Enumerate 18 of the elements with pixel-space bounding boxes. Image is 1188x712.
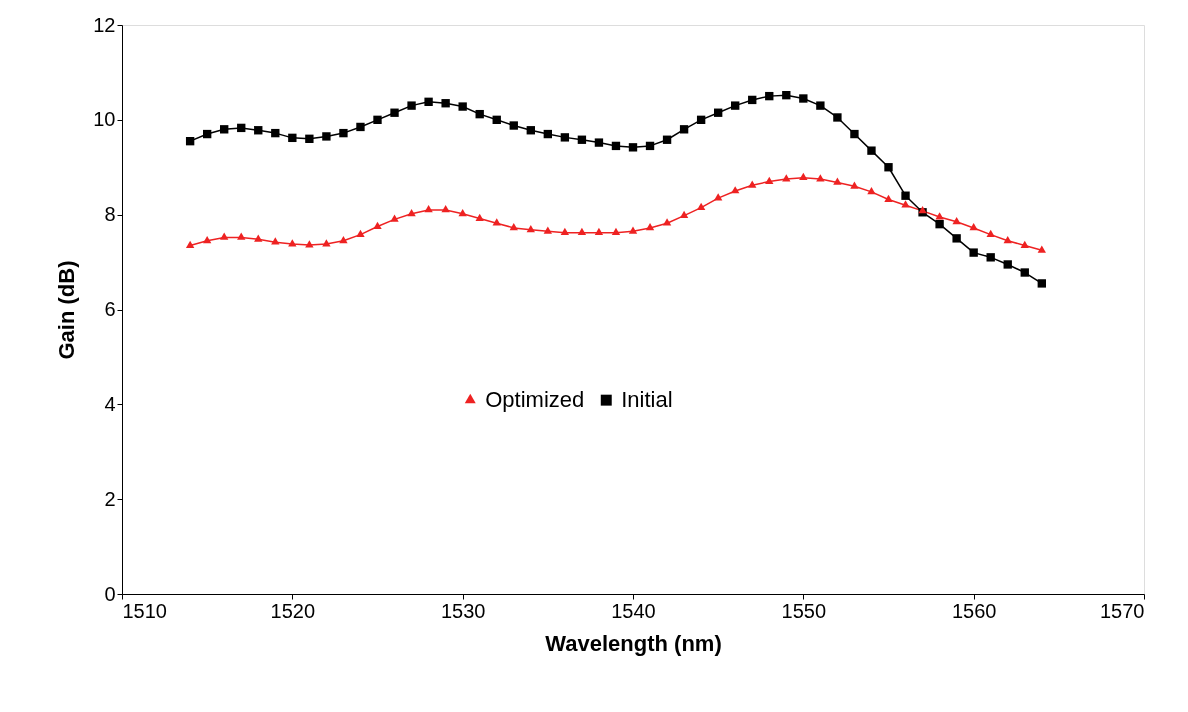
x-tick-label: 1530 — [440, 599, 486, 622]
x-tick-label: 1540 — [611, 599, 656, 622]
x-tick-label: 1520 — [270, 599, 316, 622]
y-tick-label: 8 — [104, 203, 116, 226]
y-tick-label: 2 — [104, 487, 116, 510]
x-tick-label: 1550 — [781, 599, 827, 622]
y-axis-title: Gain (dB) — [54, 260, 80, 360]
y-tick-label: 10 — [93, 108, 116, 131]
legend-label: Optimized — [485, 387, 585, 413]
y-tick-label: 6 — [104, 298, 116, 320]
y-tick-label: 0 — [104, 582, 116, 605]
x-axis-title: Wavelength (nm) — [545, 630, 722, 656]
y-tick-label: 12 — [93, 13, 116, 36]
y-tick-label: 4 — [104, 392, 116, 415]
x-tick-label: 1510 — [122, 599, 167, 622]
legend-label: Initial — [621, 387, 673, 413]
x-tick-label: 1560 — [951, 599, 997, 622]
x-tick-label: 1570 — [1100, 599, 1145, 622]
